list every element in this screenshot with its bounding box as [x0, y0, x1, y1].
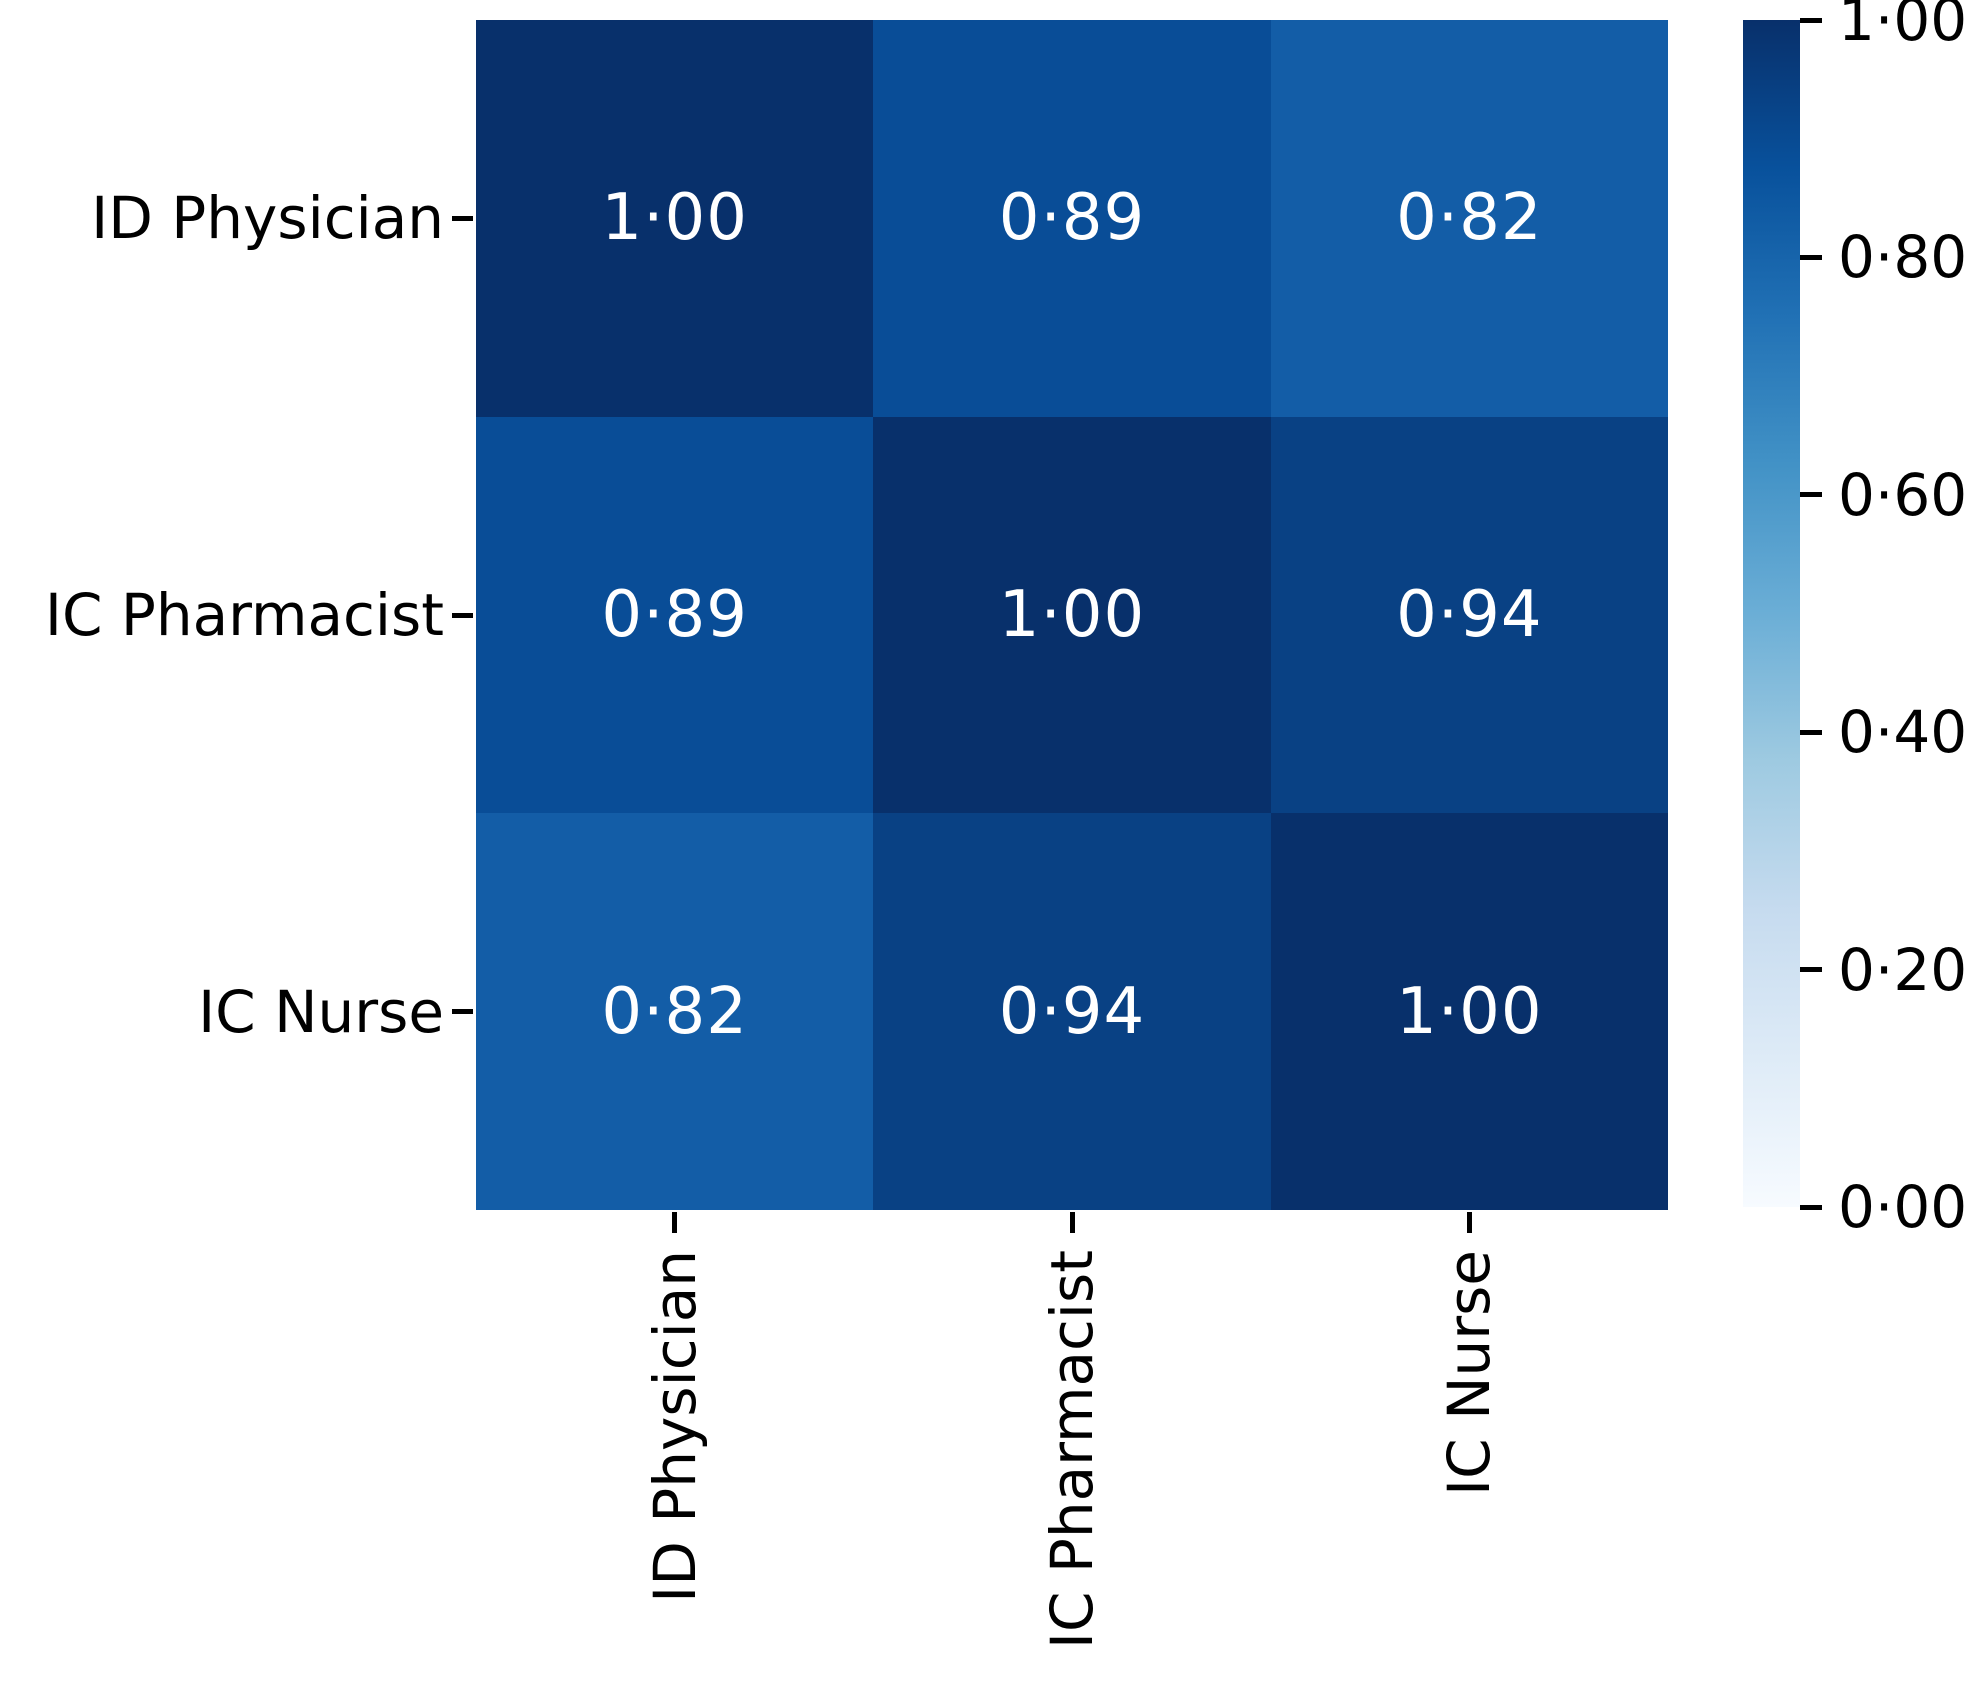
- x-tick-mark-2: [1466, 1212, 1472, 1233]
- colorbar-tick-label-2: 0·60: [1838, 460, 1968, 529]
- x-tick-label-1: IC Pharmacist: [1038, 1250, 1106, 1650]
- y-tick-label-0: ID Physician: [91, 184, 444, 253]
- x-tick-label-0: ID Physician: [640, 1250, 709, 1603]
- y-tick-label-1: IC Pharmacist: [44, 581, 444, 649]
- cell-value-label: 0·94: [998, 974, 1146, 1049]
- y-tick-mark-2: [452, 1009, 473, 1015]
- colorbar-tick-mark-3: [1800, 729, 1822, 735]
- colorbar-tick-label-1: 0·80: [1838, 223, 1968, 292]
- y-tick-label-2: IC Nurse: [198, 977, 444, 1046]
- cell-value-label: 1·00: [601, 181, 748, 256]
- y-tick-mark-0: [452, 215, 473, 221]
- colorbar-tick-label-3: 0·40: [1838, 698, 1968, 767]
- heatmap-cell-0-2: 0·82: [1270, 20, 1668, 417]
- heatmap-cell-1-0: 0·89: [476, 416, 874, 814]
- colorbar-tick-mark-1: [1800, 254, 1822, 260]
- colorbar-tick-mark-2: [1800, 492, 1822, 498]
- colorbar-gradient: [1743, 20, 1800, 1207]
- cell-value-label: 0·89: [601, 577, 748, 652]
- x-tick-mark-0: [672, 1212, 678, 1233]
- y-tick-mark-1: [452, 612, 473, 618]
- colorbar-tick-mark-4: [1800, 967, 1822, 973]
- colorbar-tick-label-5: 0·00: [1838, 1173, 1968, 1241]
- heatmap-cell-1-2: 0·94: [1270, 416, 1668, 814]
- colorbar-tick-label-4: 0·20: [1838, 935, 1968, 1004]
- colorbar-tick-mark-0: [1800, 17, 1822, 23]
- cell-value-label: 1·00: [1396, 974, 1543, 1049]
- cell-value-label: 0·94: [1396, 577, 1543, 652]
- colorbar-tick-mark-5: [1800, 1204, 1822, 1210]
- heatmap-cell-0-0: 1·00: [476, 20, 874, 417]
- heatmap-grid: 1·00 0·89 0·82 0·89 1·00 0·94 0·82 0·94 1·00: [476, 20, 1668, 1210]
- heatmap-cell-2-2: 1·00: [1270, 813, 1668, 1210]
- heatmap-cell-2-1: 0·94: [873, 813, 1271, 1210]
- cell-value-label: 1·00: [998, 577, 1146, 652]
- x-tick-label-2: IC Nurse: [1435, 1250, 1504, 1496]
- x-tick-mark-1: [1069, 1212, 1075, 1233]
- cell-value-label: 0·82: [1396, 181, 1543, 256]
- heatmap-cell-1-1: 1·00: [873, 416, 1271, 814]
- cell-value-label: 0·82: [601, 974, 748, 1049]
- heatmap-cell-0-1: 0·89: [873, 20, 1271, 417]
- heatmap-cell-2-0: 0·82: [476, 813, 874, 1210]
- cell-value-label: 0·89: [998, 181, 1146, 256]
- colorbar-tick-label-0: 1·00: [1838, 0, 1968, 54]
